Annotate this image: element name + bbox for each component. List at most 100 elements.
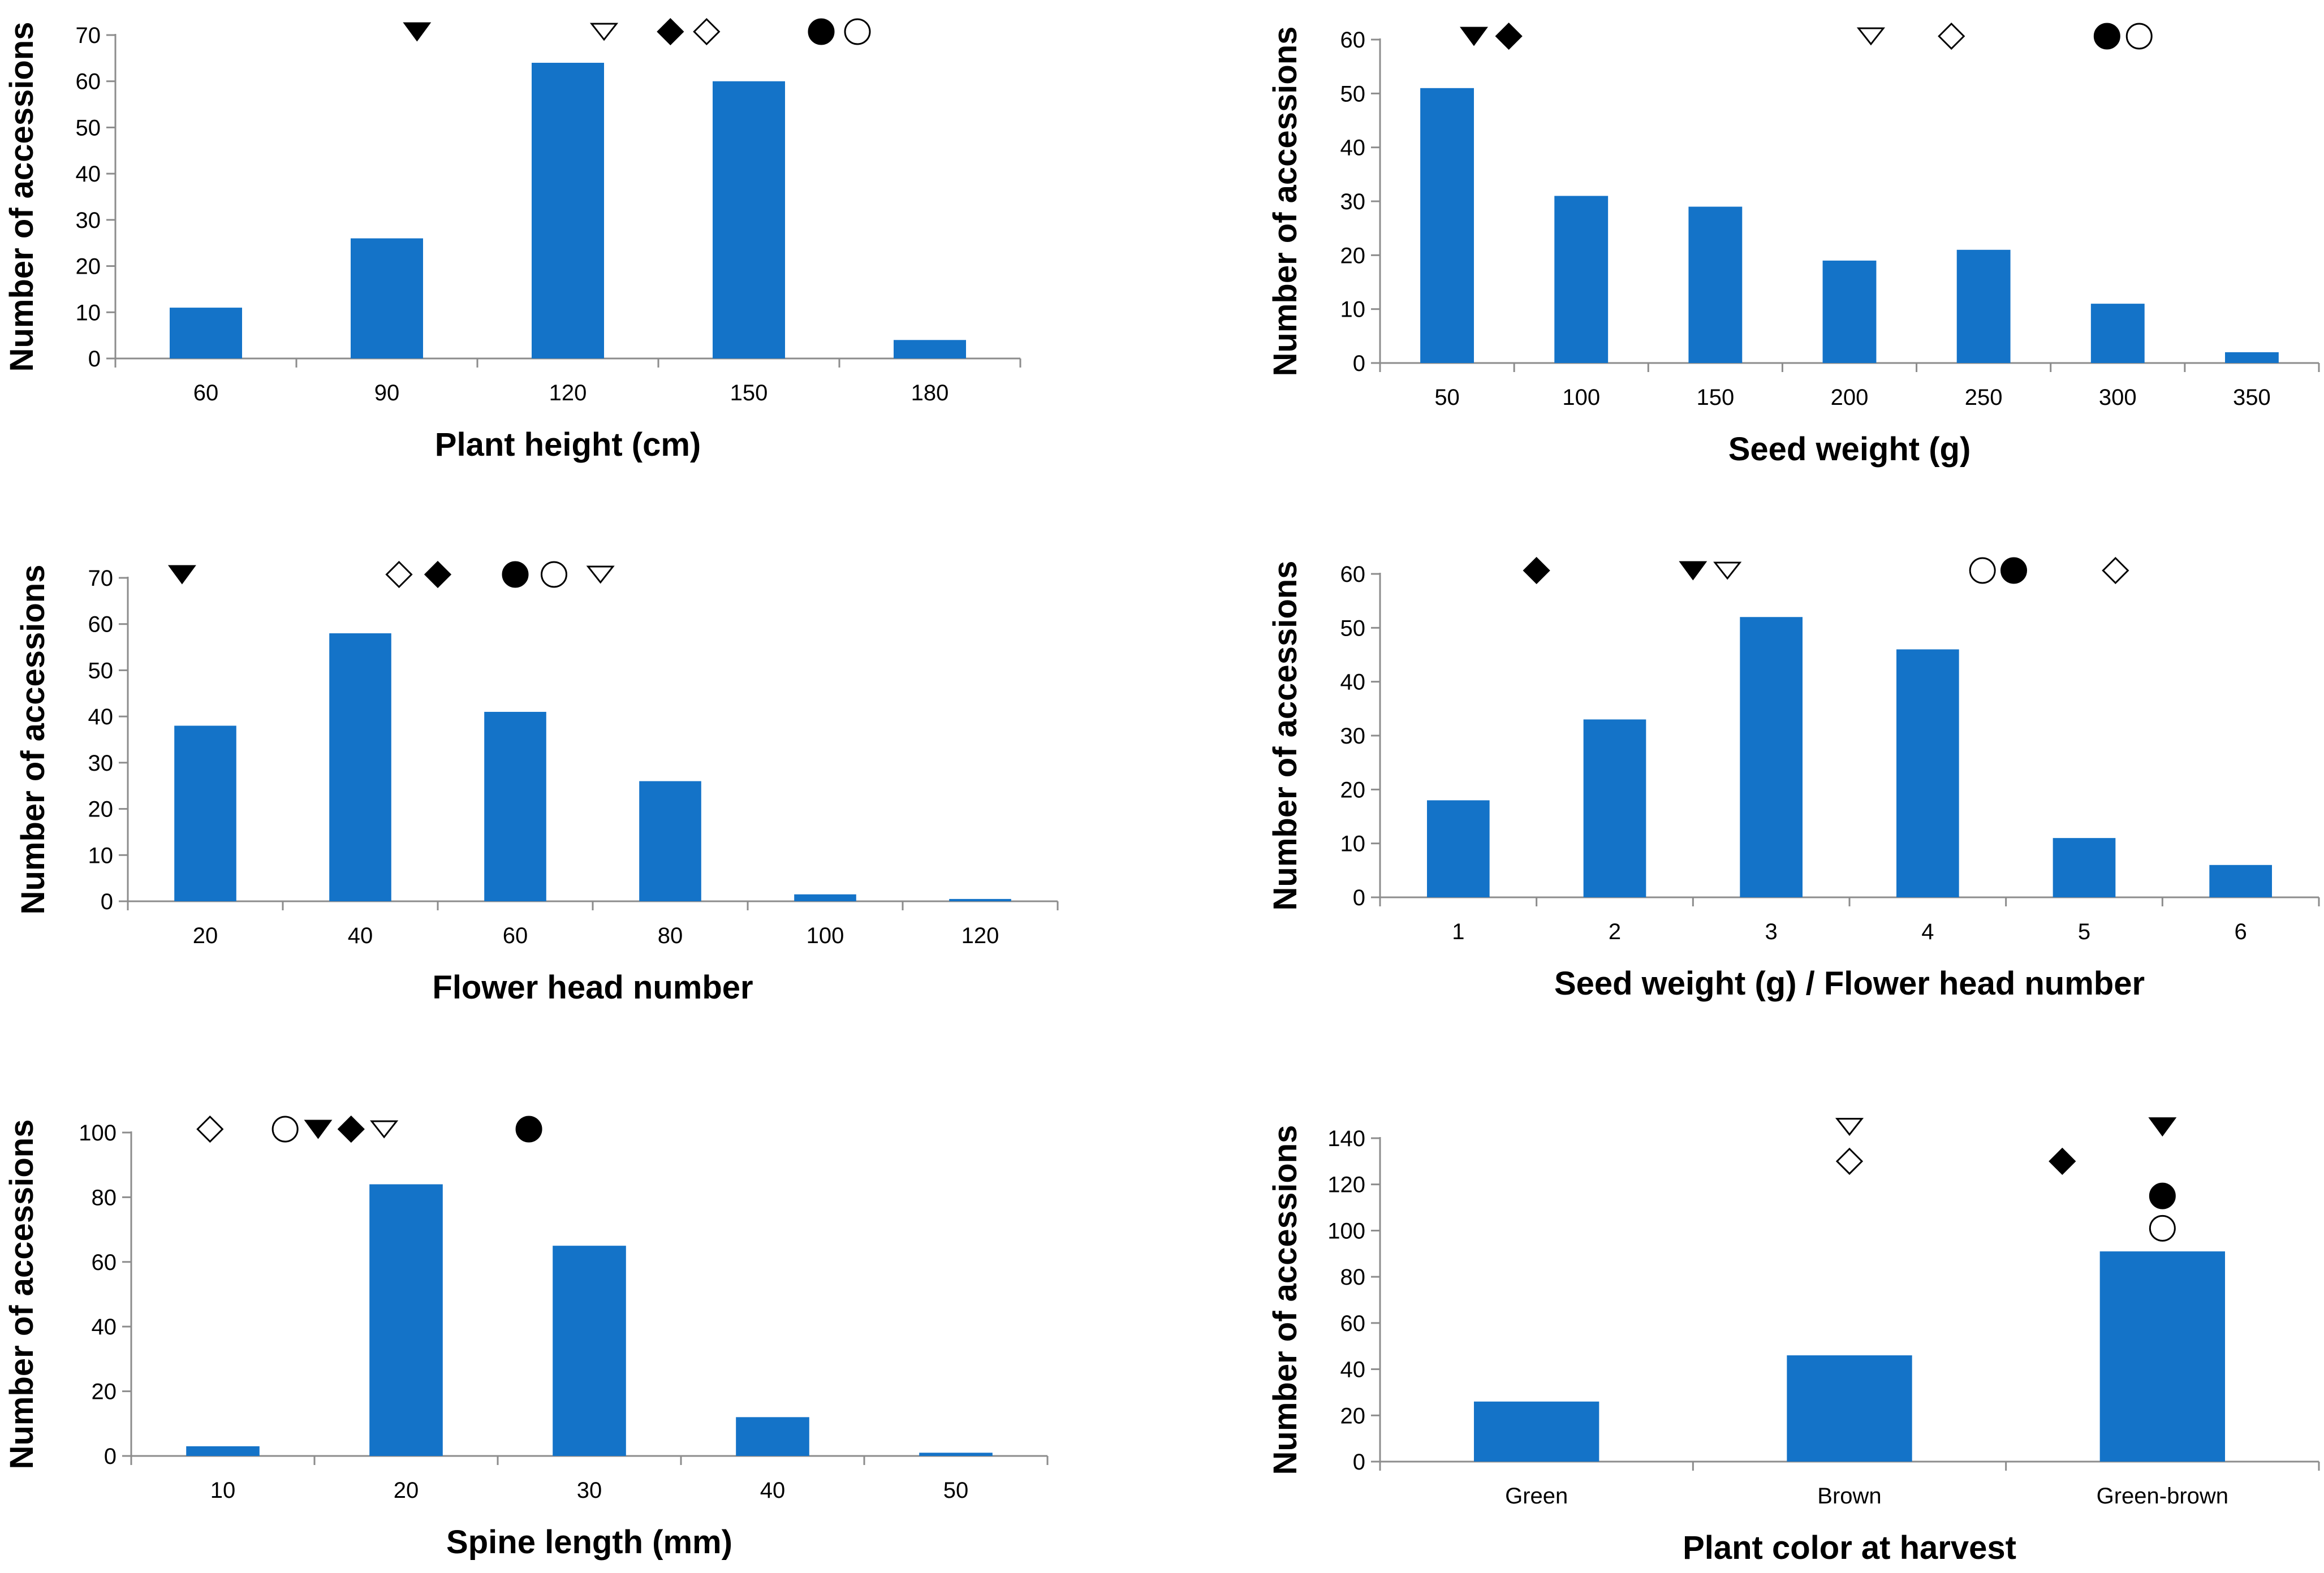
bar [553,1246,626,1456]
bar [186,1446,260,1456]
x-tick-label: 100 [1562,385,1600,410]
marker-circle-open [844,18,871,45]
marker-diamond-filled [2049,1147,2076,1175]
x-tick-label: 3 [1765,919,1778,944]
x-tick-label: 40 [348,923,373,948]
y-tick-label: 20 [1340,243,1366,268]
y-tick-label: 10 [76,300,101,325]
bar [1474,1401,1599,1462]
bar [351,238,423,358]
y-tick-label: 70 [76,23,101,48]
marker-diamond-open [2102,556,2129,585]
bar [2090,304,2145,363]
marker-triangle-open [370,1120,399,1139]
marker-triangle-open [1856,27,1886,46]
y-tick-label: 40 [1340,136,1366,161]
marker-diamond-filled [1495,22,1523,50]
y-tick-label: 20 [76,254,101,279]
marker-diamond-filled [337,1115,365,1143]
y-tick-label: 100 [79,1121,117,1146]
bar [2053,838,2116,897]
marker-triangle-filled [1679,561,1708,581]
marker-circle-filled [2000,557,2027,584]
y-tick-label: 10 [88,843,114,868]
y-tick-label: 60 [1340,562,1366,587]
x-tick-label: Green-brown [2097,1484,2228,1509]
bar [170,308,242,358]
marker-diamond-open [1938,22,1965,50]
y-axis-title: Number of accessions [3,1120,40,1470]
bar [1787,1355,1912,1462]
bar [369,1184,443,1456]
y-tick-label: 70 [88,566,114,591]
y-tick-label: 20 [1340,1403,1366,1428]
x-tick-label: 60 [193,381,219,405]
y-tick-label: 60 [76,70,101,94]
x-tick-label: 350 [2233,385,2271,410]
y-tick-label: 30 [1340,724,1366,749]
y-tick-label: 40 [1340,670,1366,695]
x-tick-label: 50 [943,1478,969,1503]
marker-circle-filled [808,18,835,45]
marker-triangle-open [586,565,615,584]
y-tick-label: 30 [88,751,114,776]
bar [1420,88,1474,364]
marker-circle-filled [515,1116,542,1143]
bar [736,1417,809,1456]
bar [1740,617,1803,897]
y-tick-label: 60 [1340,28,1366,53]
y-tick-label: 0 [1353,885,1365,910]
bar [174,725,236,901]
x-tick-label: Brown [1817,1484,1881,1509]
x-tick-label: Green [1505,1484,1568,1509]
x-tick-label: 4 [1921,919,1934,944]
bar [1583,719,1646,897]
x-tick-label: 20 [193,923,218,948]
marker-diamond-filled [424,560,452,589]
y-tick-label: 60 [92,1250,117,1275]
marker-circle-open [271,1116,299,1143]
y-tick-label: 10 [1340,297,1366,322]
marker-diamond-filled [1523,556,1550,585]
y-tick-label: 30 [76,208,101,233]
x-tick-label: 90 [374,381,400,405]
bar [2099,1251,2225,1462]
y-tick-label: 50 [1340,81,1366,106]
x-axis-title: Plant color at harvest [1683,1529,2016,1566]
bar [532,63,604,359]
bar [2225,352,2279,363]
x-tick-label: 300 [2099,385,2137,410]
x-tick-label: 250 [1965,385,2003,410]
marker-circle-filled [2093,23,2120,50]
marker-triangle-filled [403,22,432,42]
y-tick-label: 60 [88,612,114,637]
y-tick-label: 40 [1340,1358,1366,1382]
x-tick-label: 150 [730,381,768,405]
bar [1822,260,1877,363]
y-tick-label: 50 [1340,616,1366,641]
bar [1427,800,1490,897]
bar [484,711,546,901]
x-tick-label: 200 [1831,385,1869,410]
marker-circle-open [1969,557,1996,584]
x-tick-label: 40 [760,1478,786,1503]
y-tick-label: 120 [1327,1173,1365,1198]
bar [949,898,1011,901]
y-tick-label: 30 [1340,189,1366,214]
x-axis-title: Seed weight (g) [1728,431,1971,468]
y-tick-label: 80 [1340,1265,1366,1290]
marker-circle-open [541,561,567,588]
marker-diamond-open [693,18,721,46]
marker-triangle-filled [1460,27,1488,46]
y-tick-label: 140 [1327,1126,1365,1151]
y-axis-title: Number of accessions [1267,561,1304,911]
y-axis-title: Number of accessions [1267,27,1304,377]
x-tick-label: 10 [210,1478,236,1503]
